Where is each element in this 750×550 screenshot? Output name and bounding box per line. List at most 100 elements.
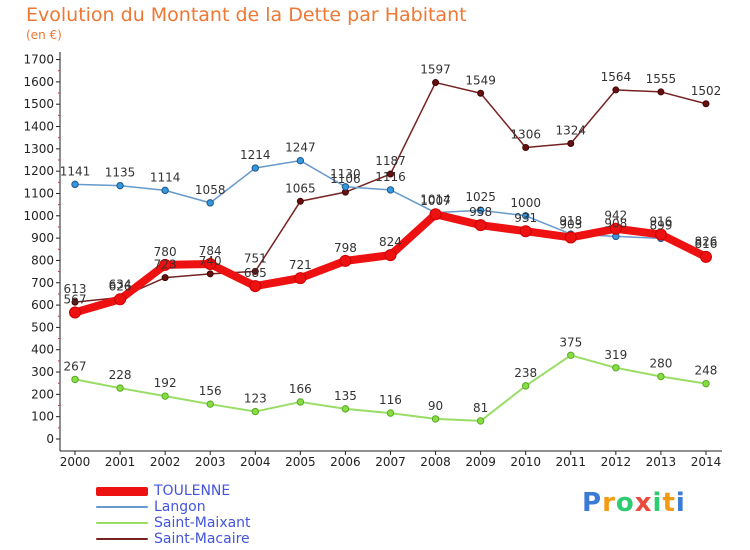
- data-label-saint-maixant: 81: [473, 401, 488, 415]
- data-point-saint-macaire: [567, 139, 575, 147]
- data-label-toulenne: 784: [199, 244, 222, 258]
- x-tick-label: 2008: [420, 455, 451, 469]
- data-label-saint-maixant: 116: [379, 393, 402, 407]
- data-point-toulenne: [699, 250, 712, 263]
- data-label-langon: 1135: [105, 166, 136, 180]
- data-point-saint-macaire: [71, 298, 79, 306]
- data-label-langon: 1014: [420, 193, 451, 207]
- data-point-langon: [116, 181, 124, 190]
- data-label-toulenne: 721: [289, 258, 312, 272]
- y-tick-label: 0: [46, 432, 54, 446]
- data-label-saint-maixant: 192: [154, 376, 177, 390]
- y-tick-label: 1200: [23, 164, 54, 178]
- data-label-saint-macaire: 1597: [420, 63, 451, 77]
- y-tick-label: 1300: [23, 142, 54, 156]
- chart-axes: 0 100 200 300 400 500 600 700 800 900 1000 1100 1200…: [23, 52, 722, 469]
- x-tick-label: 2000: [60, 455, 91, 469]
- data-point-toulenne: [519, 225, 532, 238]
- y-tick-label: 400: [31, 343, 54, 357]
- data-label-toulenne: 626: [109, 279, 132, 293]
- data-point-toulenne: [429, 208, 442, 221]
- x-tick-label: 2001: [105, 455, 136, 469]
- data-point-saint-maixant: [657, 372, 665, 381]
- data-point-saint-maixant: [476, 417, 485, 425]
- data-point-langon: [161, 186, 169, 195]
- data-label-saint-maixant: 123: [244, 392, 267, 406]
- data-point-saint-maixant: [296, 398, 305, 406]
- logo-letter: i: [675, 488, 686, 518]
- data-label-saint-macaire: 740: [199, 254, 222, 268]
- proxiti-logo: Proxiti: [582, 488, 686, 518]
- data-label-saint-macaire: 1306: [510, 128, 541, 142]
- data-label-langon: 1141: [60, 164, 91, 178]
- data-label-saint-maixant: 166: [289, 382, 312, 396]
- chart-series: [69, 79, 712, 425]
- data-point-saint-macaire: [296, 197, 304, 205]
- logo-letter: o: [615, 488, 635, 518]
- data-point-toulenne: [114, 293, 127, 306]
- data-point-toulenne: [204, 258, 217, 271]
- data-point-langon: [71, 180, 79, 189]
- data-point-saint-macaire: [206, 270, 214, 278]
- data-label-langon: 826: [695, 235, 718, 249]
- data-label-saint-maixant: 228: [109, 368, 132, 382]
- data-point-toulenne: [294, 272, 307, 285]
- data-label-saint-macaire: 1187: [375, 154, 406, 168]
- logo-letter: t: [662, 488, 676, 518]
- legend-item-saint-maixant: Saint-Maixant: [96, 515, 251, 531]
- data-label-langon: 908: [604, 216, 627, 230]
- data-point-saint-macaire: [477, 89, 485, 97]
- legend-label: Langon: [154, 499, 206, 515]
- y-tick-label: 500: [31, 320, 54, 334]
- data-point-toulenne: [159, 258, 172, 271]
- data-point-langon: [386, 186, 395, 194]
- data-label-toulenne: 916: [649, 215, 672, 229]
- data-label-saint-maixant: 267: [64, 359, 87, 373]
- data-label-langon: 1247: [285, 141, 316, 155]
- data-label-langon: 1058: [195, 183, 226, 197]
- legend-item-toulenne: TOULENNE: [96, 483, 251, 499]
- data-point-langon: [341, 183, 350, 191]
- data-point-saint-macaire: [612, 86, 620, 94]
- data-point-toulenne: [474, 219, 487, 232]
- data-point-toulenne: [564, 231, 577, 244]
- y-tick-label: 300: [31, 365, 54, 379]
- data-point-saint-maixant: [431, 415, 440, 423]
- data-label-toulenne: 958: [469, 205, 492, 219]
- logo-letter: x: [634, 488, 653, 518]
- data-label-saint-macaire: 1564: [601, 70, 632, 84]
- data-label-saint-macaire: 723: [154, 258, 177, 272]
- data-label-toulenne: 780: [154, 245, 177, 259]
- data-point-saint-maixant: [567, 351, 575, 359]
- data-point-saint-macaire: [161, 274, 169, 282]
- chart-data-labels: 613 634 723 740 751 1065 1106 1187 1597 1549 1306 1…: [60, 63, 722, 415]
- chart-title: Evolution du Montant de la Dette par Hab…: [26, 4, 467, 26]
- data-label-saint-macaire: 1549: [465, 73, 496, 87]
- y-tick-label: 100: [31, 410, 54, 424]
- data-label-saint-maixant: 156: [199, 384, 222, 398]
- data-label-saint-macaire: 1555: [646, 72, 677, 86]
- data-label-saint-macaire: 751: [244, 251, 267, 265]
- data-point-saint-maixant: [116, 384, 124, 392]
- logo-letter: r: [602, 488, 616, 518]
- x-tick-label: 2014: [691, 455, 722, 469]
- data-label-toulenne: 567: [64, 292, 87, 306]
- logo-letter: i: [652, 488, 663, 518]
- data-point-saint-macaire: [432, 79, 440, 87]
- data-label-saint-maixant: 248: [695, 364, 718, 378]
- data-label-toulenne: 903: [559, 217, 582, 231]
- data-label-toulenne: 824: [379, 235, 402, 249]
- data-label-toulenne: 816: [695, 237, 718, 251]
- x-tick-label: 2002: [150, 455, 181, 469]
- data-point-saint-maixant: [251, 407, 259, 416]
- data-point-saint-macaire: [251, 267, 259, 275]
- y-tick-label: 1100: [23, 186, 54, 200]
- x-tick-label: 2006: [330, 455, 361, 469]
- data-label-saint-macaire: 613: [64, 282, 87, 296]
- data-label-langon: 918: [559, 214, 582, 228]
- data-point-saint-maixant: [341, 405, 350, 413]
- chart-subtitle: (en €): [26, 28, 62, 42]
- x-tick-label: 2010: [510, 455, 541, 469]
- legend-item-langon: Langon: [96, 499, 251, 515]
